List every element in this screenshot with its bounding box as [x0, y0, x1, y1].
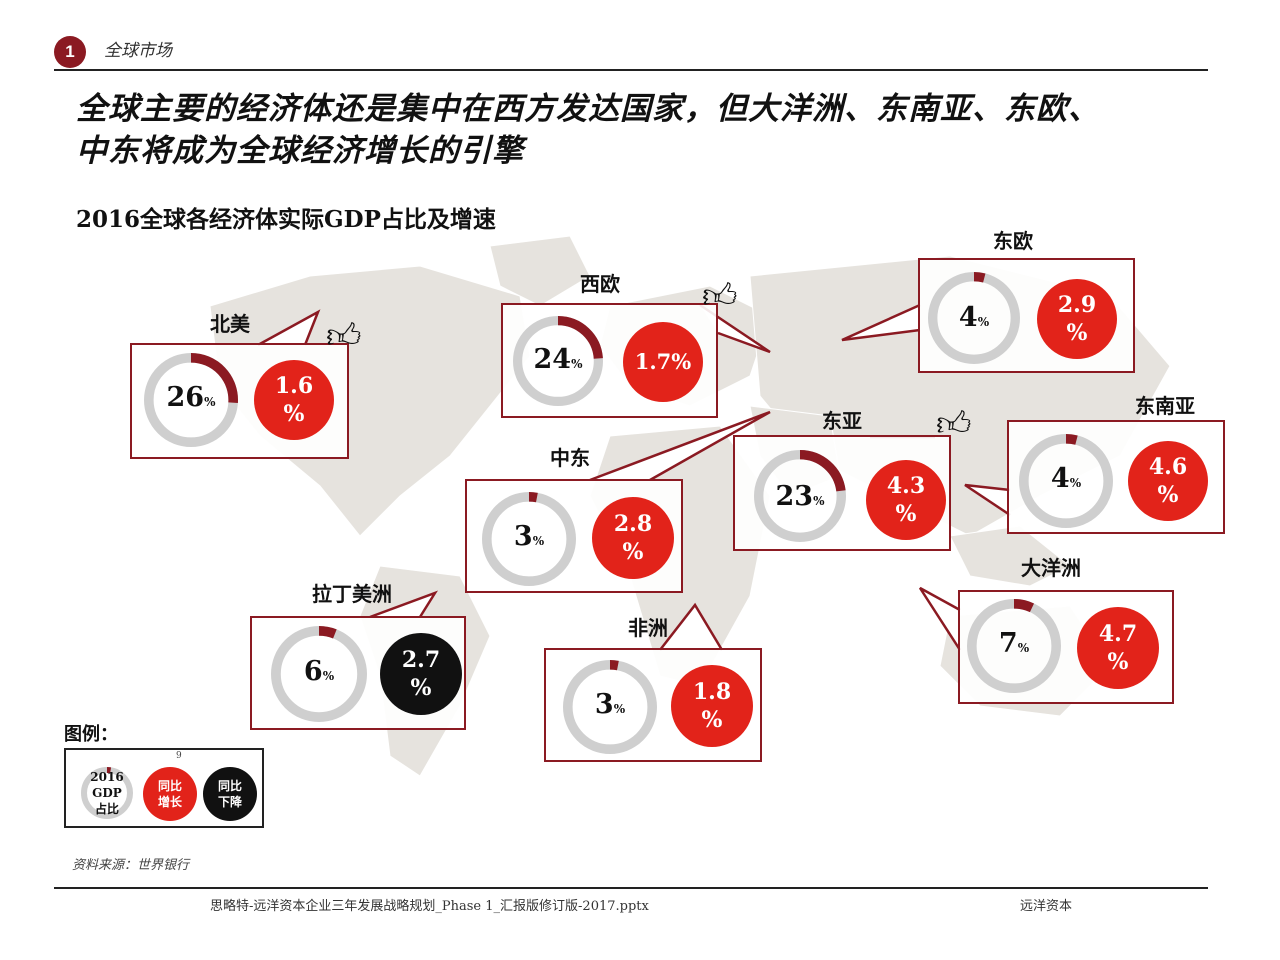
gdp-share-we: 24%: [533, 344, 583, 375]
gdp-share-ea: 23%: [775, 481, 825, 512]
donut-share-arc-oc: [1013, 599, 1035, 613]
donut-share-arc-na: [190, 353, 238, 403]
legend-number: 9: [176, 751, 182, 761]
region-label-sea: 东南亚: [1135, 394, 1195, 418]
donut-sea: [1018, 433, 1114, 529]
donut-me: [481, 491, 577, 587]
chart-subtitle: 2016全球各经济体实际GDP占比及增速: [76, 206, 496, 233]
gdp-share-na: 26%: [166, 382, 216, 413]
headline-line-1: 全球主要的经济体还是集中在西方发达国家，但大洋洲、东南亚、东欧、: [76, 91, 1100, 127]
section-number-badge: 1: [54, 36, 86, 68]
region-label-me: 中东: [550, 446, 590, 470]
donut-share-arc-sea: [1065, 434, 1078, 445]
header-divider: [54, 69, 1208, 71]
donut-na: [143, 352, 239, 448]
growth-circle-na: 1.6%: [254, 360, 334, 440]
growth-circle-ee: 2.9%: [1037, 279, 1117, 359]
donut-share-arc-ea: [799, 450, 846, 492]
region-label-la: 拉丁美洲: [312, 582, 392, 606]
pointer-me: [589, 410, 771, 482]
thumbs-up-icon: 👍︎: [702, 276, 738, 316]
donut-ea: [754, 450, 846, 542]
legend-gdp-label: 2016 GDP 占比: [90, 770, 124, 816]
region-label-na: 北美: [210, 312, 250, 336]
gdp-share-ee: 4%: [958, 302, 990, 333]
region-label-we: 西欧: [580, 272, 620, 296]
legend-gdp-donut: [81, 767, 133, 819]
donut-share-arc-af: [609, 660, 619, 671]
gdp-share-af: 3%: [594, 689, 626, 720]
thumbs-up-icon: 👍︎: [936, 404, 972, 444]
region-label-ee: 东欧: [993, 229, 1033, 253]
pointer-oc: [918, 586, 962, 651]
region-label-af: 非洲: [628, 616, 668, 640]
legend-title: 图例：: [64, 724, 118, 745]
donut-share-arc-ee: [973, 272, 986, 283]
headline-line-2: 中东将成为全球经济增长的引擎: [76, 133, 524, 169]
legend-increase-circle: 同比 增长: [143, 767, 197, 821]
growth-circle-oc: 4.7%: [1077, 607, 1159, 689]
pointer-ee: [841, 303, 921, 342]
donut-af: [562, 659, 658, 755]
page-headline: 全球主要的经济体还是集中在西方发达国家，但大洋洲、东南亚、东欧、 中东将成为全球…: [76, 88, 1226, 172]
growth-circle-af: 1.8%: [671, 665, 753, 747]
thumbs-up-icon: 👍︎: [326, 316, 362, 356]
growth-circle-me: 2.8%: [592, 497, 674, 579]
footer-company: 远洋资本: [1020, 899, 1073, 914]
donut-we: [512, 315, 604, 407]
region-label-oc: 大洋洲: [1021, 556, 1081, 580]
growth-circle-sea: 4.6%: [1128, 441, 1208, 521]
growth-circle-ea: 4.3%: [866, 460, 946, 540]
footer-divider: [54, 887, 1208, 889]
donut-la: [271, 626, 367, 722]
growth-circle-la: 2.7%: [380, 633, 462, 715]
donut-share-arc-me: [528, 492, 538, 503]
donut-ee: [928, 272, 1020, 364]
footer-filename: 思略特-远洋资本企业三年发展战略规划_Phase 1_汇报版修订版-2017.p…: [210, 899, 649, 914]
pointer-la: [369, 590, 438, 619]
pointer-na: [257, 309, 321, 347]
gdp-share-la: 6%: [303, 656, 335, 687]
legend-box: [64, 748, 264, 828]
gdp-share-me: 3%: [513, 521, 545, 552]
source-note: 资料来源：世界银行: [72, 858, 190, 873]
gdp-share-oc: 7%: [998, 628, 1030, 659]
region-label-ea: 东亚: [822, 409, 862, 433]
pointer-sea: [964, 483, 1011, 517]
pointer-af: [659, 602, 724, 651]
donut-share-arc-we: [557, 316, 603, 359]
legend-decrease-circle: 同比 下降: [203, 767, 257, 821]
map-greenland: [489, 236, 591, 307]
donut-share-arc-la: [318, 626, 337, 639]
gdp-share-sea: 4%: [1050, 463, 1082, 494]
growth-circle-we: 1.7%: [623, 322, 703, 402]
section-title: 全球市场: [104, 41, 172, 61]
donut-oc: [966, 598, 1062, 694]
